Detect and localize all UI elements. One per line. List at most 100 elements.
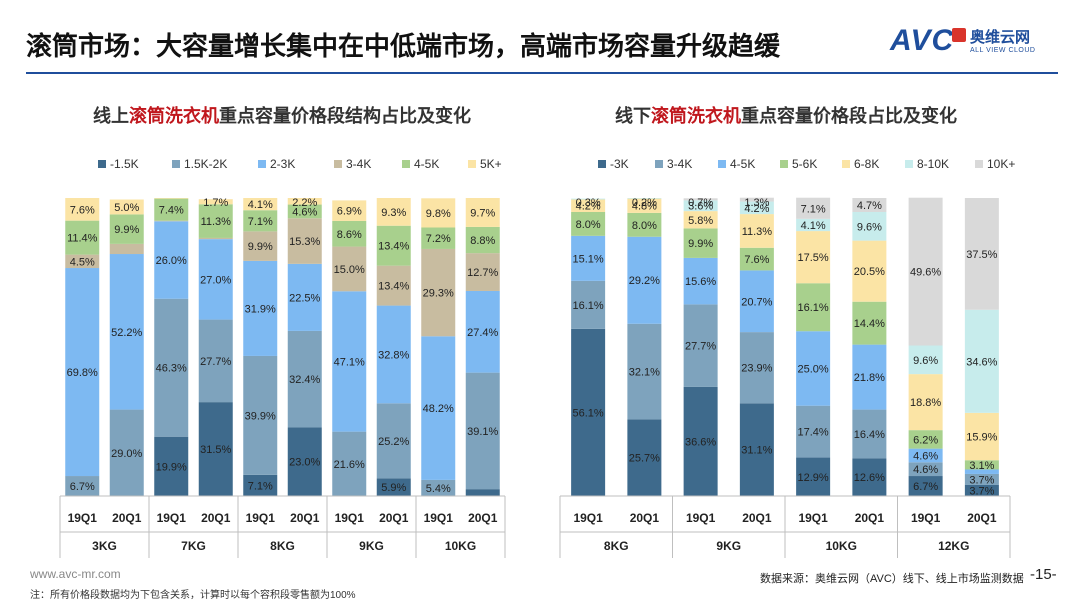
chart1-data-label: 6.9% <box>337 206 362 218</box>
chart2-category-label: 19Q1 <box>798 511 828 525</box>
chart1-group-label: 7KG <box>181 539 206 553</box>
chart1-bar-segment <box>376 198 411 226</box>
chart2-bar-segment <box>627 212 662 237</box>
chart2-bar-segment <box>964 469 999 474</box>
chart2-bar-segment <box>852 198 887 213</box>
chart2-data-label: 17.4% <box>798 427 829 439</box>
chart1-bar-segment <box>154 220 189 222</box>
chart1-legend-label: 5K+ <box>480 157 502 171</box>
chart2-bar-segment <box>964 412 999 461</box>
chart1-bar-segment <box>243 210 278 232</box>
chart2-data-label: 15.1% <box>573 253 604 265</box>
chart2-bar-segment <box>964 309 999 413</box>
chart1-bar-segment <box>65 254 100 269</box>
chart1-data-label: 15.0% <box>334 264 365 276</box>
chart2-data-label: 27.7% <box>685 341 716 353</box>
chart1-data-label: 4.6% <box>292 206 317 218</box>
chart2-title: 线下滚筒洗衣机重点容量价格段占比及变化 <box>615 105 957 126</box>
website-link[interactable]: www.avc-mr.com <box>30 567 121 581</box>
chart1-data-label: 29.3% <box>423 288 454 300</box>
chart2-legend-swatch <box>718 160 726 168</box>
chart1-bar-segment <box>376 265 411 306</box>
chart2-bar-segment <box>627 323 662 420</box>
chart1-bar-segment <box>465 489 500 496</box>
chart2-bar-segment <box>852 409 887 459</box>
page-title: 滚筒市场：大容量增长集中在中低端市场，高端市场容量升级趋缓 <box>26 31 781 61</box>
chart1-data-label: 8.8% <box>470 235 495 247</box>
chart2-bar-segment <box>739 403 774 496</box>
chart2-data-label: 4.2% <box>744 203 769 215</box>
chart1-data-label: 6.7% <box>70 481 95 493</box>
chart2-data-label: 0.3% <box>576 197 601 209</box>
chart2-data-label: 20.7% <box>741 296 772 308</box>
chart2-bar-segment <box>627 236 662 324</box>
chart2-bar-segment <box>683 228 718 258</box>
chart2-data-label: 0.2% <box>632 197 657 209</box>
chart2-title-part: 滚筒洗衣机 <box>651 105 741 126</box>
chart1-data-label: 9.9% <box>114 224 139 236</box>
chart2-bar-segment <box>683 198 718 201</box>
chart2-data-label: 4.1% <box>801 220 826 232</box>
chart2-data-label: 56.1% <box>573 407 604 419</box>
chart1-bar-segment <box>376 403 411 479</box>
chart2-bar-segment <box>571 280 606 329</box>
chart1-data-label: 5.0% <box>114 202 139 214</box>
chart1-bar-segment <box>243 355 278 475</box>
chart2-bar-segment <box>964 473 999 485</box>
chart2-bar-segment <box>739 214 774 248</box>
chart1-bar-segment <box>198 199 233 205</box>
chart1-bar-segment <box>65 198 100 221</box>
chart1-data-label: 52.2% <box>111 327 142 339</box>
chart2-data-label: 3.7% <box>969 474 994 486</box>
chart2-bar-segment <box>627 419 662 496</box>
chart2-category-label: 19Q1 <box>686 511 716 525</box>
chart1-data-label: 27.7% <box>200 356 231 368</box>
chart1-title-part: 滚筒洗衣机 <box>129 105 219 126</box>
chart1-data-label: 48.2% <box>423 403 454 415</box>
chart1-bar-segment <box>109 243 144 255</box>
chart1-bar-segment <box>243 474 278 496</box>
chart1-group-label: 9KG <box>359 539 384 553</box>
chart2-group-label: 10KG <box>826 539 857 553</box>
chart2-bar-segment <box>796 197 831 219</box>
chart2-data-label: 15.9% <box>966 432 997 444</box>
chart2-legend-label: 3-4K <box>667 157 692 171</box>
chart2-bar-segment <box>852 240 887 302</box>
chart1-bar-segment <box>154 198 189 199</box>
chart2-bar-segment <box>908 374 943 431</box>
chart1-data-label: 27.0% <box>200 274 231 286</box>
chart2-data-label: 6.2% <box>913 434 938 446</box>
chart2-legend-label: 4-5K <box>730 157 755 171</box>
chart2-legend-swatch <box>905 160 913 168</box>
chart2-category-label: 20Q1 <box>630 511 660 525</box>
chart1-bar-segment <box>154 198 189 221</box>
chart2-data-label: 4.8% <box>632 201 657 213</box>
chart2-data-label: 15.6% <box>685 276 716 288</box>
chart1-data-label: 13.4% <box>378 281 409 293</box>
chart1-bar-segment <box>465 198 500 227</box>
charts-canvas: 线上滚筒洗衣机重点容量价格段结构占比及变化-1.5K 1.5K-2K 2-3K 3-4… <box>59 105 1015 558</box>
chart1-bar-segment <box>332 246 367 292</box>
chart2-data-label: 4.2% <box>576 201 601 213</box>
chart1-data-label: 7.1% <box>248 216 273 228</box>
chart2-title-part: 线下 <box>615 105 651 126</box>
chart1-data-label: 11.4% <box>67 233 98 245</box>
chart2-bar-segment <box>739 197 774 202</box>
chart1-legend-label: 1.5K-2K <box>184 157 227 171</box>
chart2-data-label: 14.4% <box>854 318 885 330</box>
chart2-bar-segment <box>908 462 943 477</box>
chart2-bar-segment <box>908 197 943 346</box>
chart1-bar-segment <box>65 268 100 477</box>
chart1-data-label: 15.3% <box>289 236 320 248</box>
chart2-data-label: 9.6% <box>913 355 938 367</box>
chart2-data-label: 3.7% <box>969 485 994 497</box>
chart2-group-label: 12KG <box>938 539 969 553</box>
chart1-title-part: 重点容量价格段结构占比及变化 <box>219 105 471 126</box>
chart1-data-label: 4.1% <box>248 199 273 211</box>
chart1-category-label: 20Q1 <box>201 511 231 525</box>
chart2-data-label: 23.9% <box>741 363 772 375</box>
chart1-data-label: 7.4% <box>159 205 184 217</box>
chart2-bar-segment <box>739 332 774 404</box>
chart2-data-label: 16.4% <box>854 429 885 441</box>
chart1-data-label: 4.5% <box>70 256 95 268</box>
